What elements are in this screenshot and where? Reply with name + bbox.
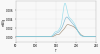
X-axis label: T: T [55, 49, 57, 53]
Y-axis label: mW/g: mW/g [1, 18, 5, 26]
